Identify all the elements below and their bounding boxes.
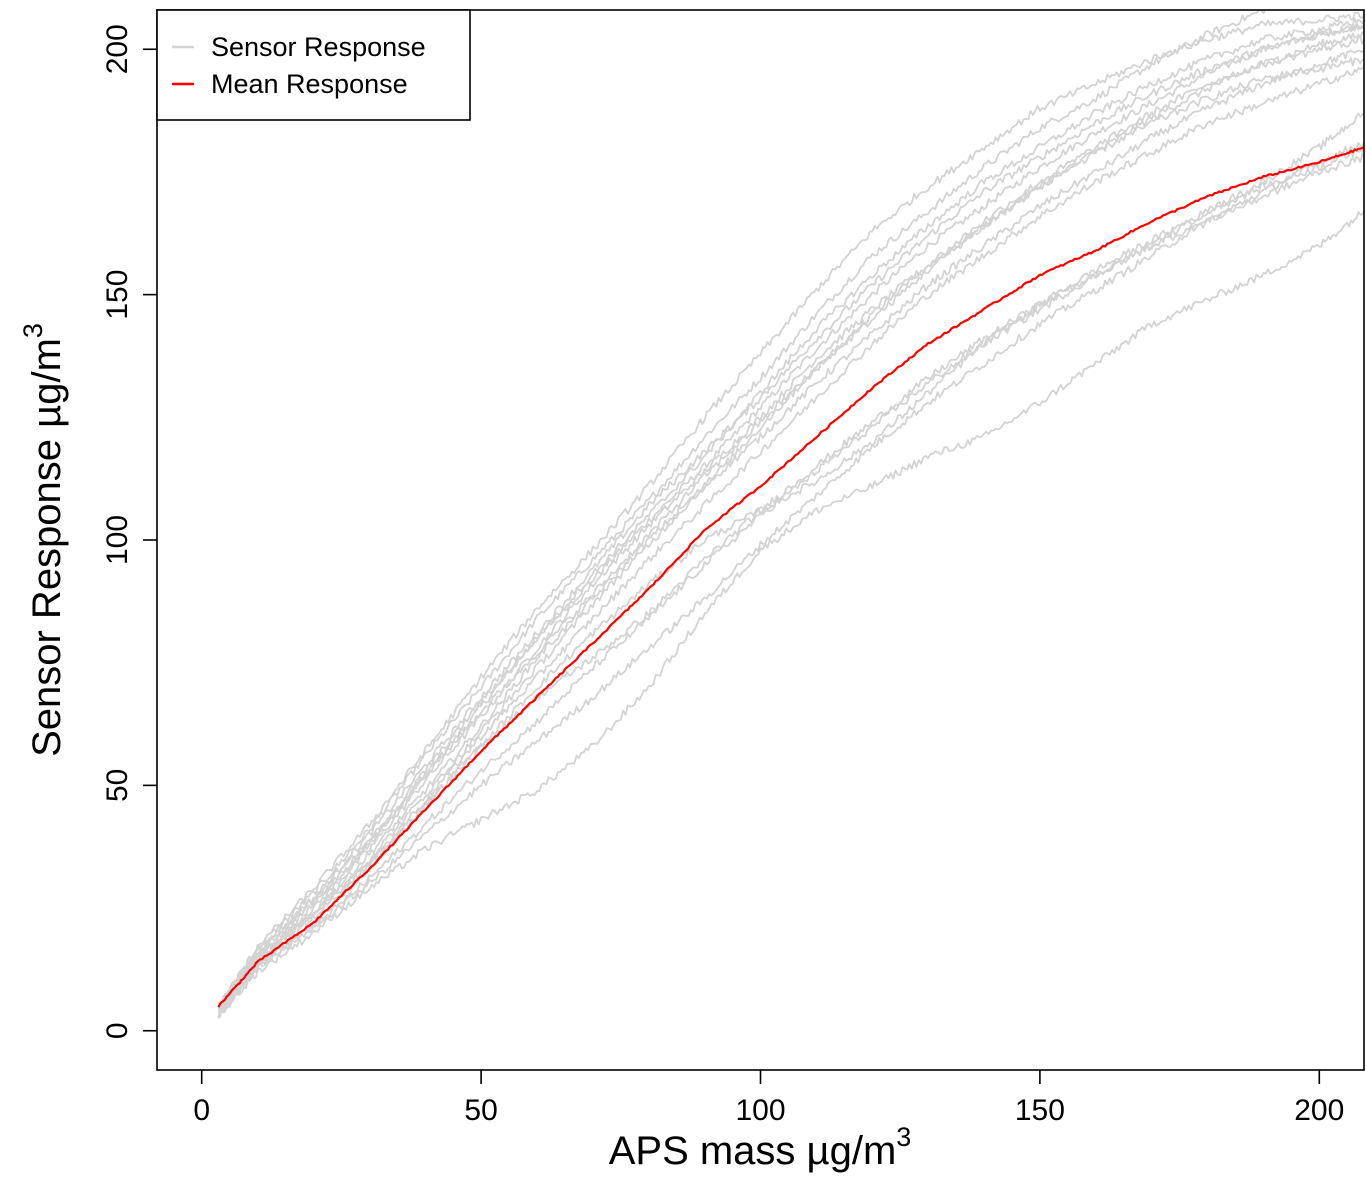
series-layer: [217, 10, 1364, 1019]
x-tick-label: 150: [1015, 1094, 1065, 1127]
sensor-response-line: [217, 57, 1364, 1006]
y-tick-label: 50: [101, 769, 134, 802]
sensor-response-line: [218, 31, 1364, 1015]
mean-response-line: [217, 146, 1364, 1008]
x-tick-label: 50: [464, 1094, 497, 1127]
sensor-response-line: [218, 23, 1364, 1012]
sensor-response-line: [217, 48, 1364, 1019]
x-axis-title: APS mass µg/m3: [609, 1122, 912, 1173]
x-tick-label: 0: [193, 1094, 210, 1127]
y-tick-label: 150: [101, 270, 134, 320]
sensor-response-line: [217, 141, 1364, 1018]
legend-sensor-label: Sensor Response: [211, 32, 426, 62]
y-axis-title: Sensor Response µg/m3: [18, 323, 69, 757]
y-tick-label: 0: [101, 1022, 134, 1039]
sensor-response-line: [218, 11, 1364, 1006]
sensor-response-line: [217, 17, 1364, 1009]
y-axis: 0 50 100 150 200: [101, 24, 157, 1039]
y-axis-title-superscript: 3: [18, 323, 48, 338]
legend: Sensor Response Mean Response: [156, 9, 471, 121]
sensor-response-line: [218, 153, 1364, 1018]
x-axis: 0 50 100 150 200: [193, 1070, 1344, 1127]
sensor-response-line: [217, 210, 1364, 1019]
legend-box: [156, 9, 471, 121]
y-tick-label: 100: [101, 515, 134, 565]
sensor-response-line: [217, 112, 1364, 1013]
sensor-response-line: [217, 146, 1364, 1010]
sensor-response-line: [217, 35, 1364, 1014]
sensor-response-line: [217, 10, 1266, 1015]
sensor-response-line: [218, 22, 1364, 1013]
y-axis-title-text: Sensor Response µg/m: [25, 338, 69, 757]
legend-mean-label: Mean Response: [211, 69, 408, 99]
x-tick-label: 100: [735, 1094, 785, 1127]
y-tick-label: 200: [101, 24, 134, 74]
x-axis-title-superscript: 3: [896, 1122, 911, 1152]
x-axis-title-text: APS mass µg/m: [609, 1129, 897, 1173]
sensor-response-line: [217, 67, 1364, 1010]
x-tick-label: 200: [1294, 1094, 1344, 1127]
plot-frame: [156, 9, 1365, 1071]
